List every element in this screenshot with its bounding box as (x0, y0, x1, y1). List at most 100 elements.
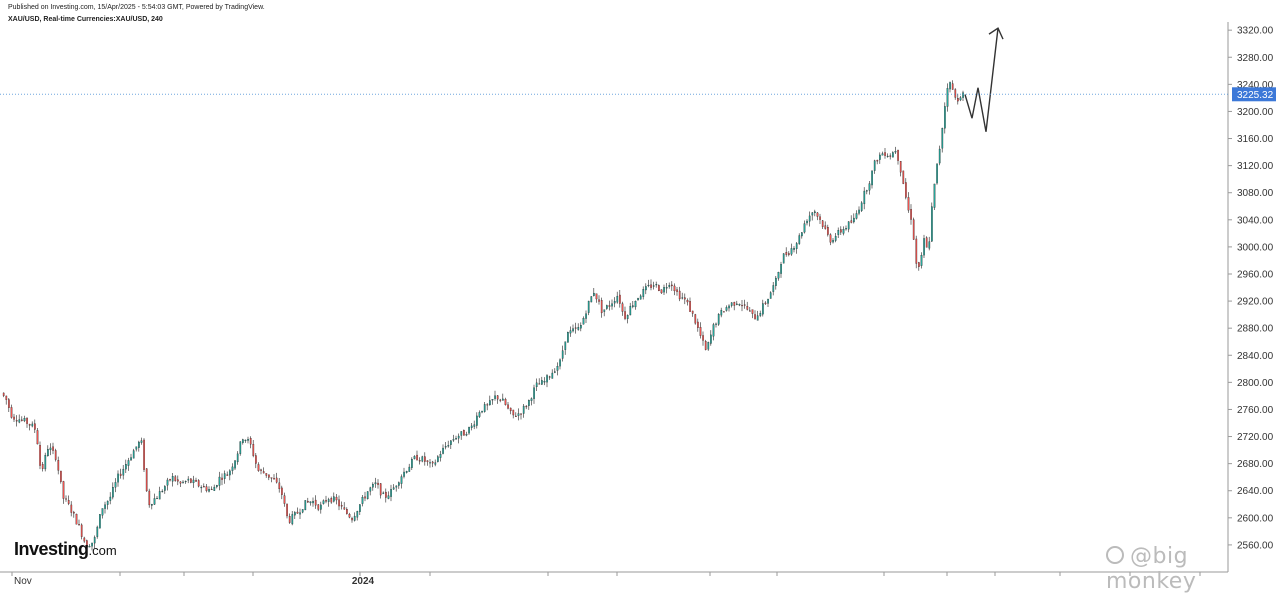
current-price-label: 3225.32 (1237, 90, 1274, 101)
candle-body (759, 313, 762, 316)
candle (200, 485, 203, 493)
candle (138, 440, 140, 452)
candle (286, 503, 288, 519)
candle-body (678, 290, 681, 300)
candle (57, 456, 60, 475)
candle-body (330, 498, 333, 503)
candle (174, 475, 177, 482)
candle-body (525, 406, 528, 408)
candle (153, 493, 156, 505)
candle-body (556, 366, 559, 371)
candle-body (600, 300, 603, 314)
candle-body (554, 371, 556, 373)
candle (125, 459, 127, 474)
candle (486, 402, 489, 411)
candle-body (894, 151, 897, 153)
candle (70, 501, 73, 517)
candle (2, 392, 5, 398)
candle (392, 484, 395, 490)
candle-body (577, 327, 580, 330)
candle-body (907, 197, 910, 211)
candle-body (574, 327, 577, 329)
candle (364, 491, 366, 502)
candle (660, 289, 663, 295)
candle-body (730, 302, 733, 306)
candle-body (184, 480, 187, 483)
candle-body (281, 487, 283, 495)
y-tick-label: 3240.00 (1237, 80, 1274, 91)
candle-body (801, 232, 803, 237)
candle-body (564, 341, 567, 350)
candle-body (850, 220, 853, 223)
candle-body (67, 500, 70, 504)
candle-body (694, 314, 697, 324)
candle-body (99, 514, 101, 529)
candle (941, 127, 944, 153)
y-tick-label: 3200.00 (1237, 107, 1274, 118)
candle (723, 311, 725, 313)
candle-body (8, 399, 10, 408)
candle-body (702, 335, 704, 341)
candle-body (697, 321, 699, 328)
candle (512, 409, 515, 419)
candle-body (559, 359, 561, 367)
candle (684, 293, 686, 305)
candle (738, 303, 741, 307)
candle (405, 470, 408, 474)
candle-body (473, 424, 476, 427)
candle-body (751, 309, 754, 314)
candle-body (608, 305, 611, 307)
candle-body (827, 227, 829, 235)
candle (905, 178, 907, 200)
candle-body (73, 511, 75, 514)
candle-body (179, 481, 182, 484)
candle (593, 288, 595, 297)
candle-body (450, 440, 452, 445)
candle (691, 310, 694, 317)
candle (296, 507, 299, 514)
candle (494, 390, 496, 401)
candle-body (580, 325, 582, 329)
candle (938, 145, 941, 166)
candle (403, 467, 405, 479)
candle (689, 297, 691, 312)
candle-body (733, 301, 736, 306)
candle (551, 369, 554, 379)
candle-body (949, 82, 951, 90)
candle-body (112, 487, 114, 498)
candle (455, 435, 457, 440)
candle (452, 434, 455, 442)
candle (312, 497, 314, 507)
candle (585, 310, 587, 323)
candle (132, 448, 135, 459)
candle (704, 339, 707, 351)
candle-body (853, 217, 855, 223)
candle-body (75, 513, 78, 525)
candle (184, 480, 187, 484)
candle-body (47, 449, 49, 457)
candles (2, 80, 964, 551)
candle (751, 309, 754, 319)
candle (902, 170, 905, 185)
candle-body (385, 491, 387, 498)
candle-body (34, 423, 36, 430)
candle (957, 93, 959, 105)
candle (322, 499, 325, 505)
candle (821, 219, 824, 230)
candle-body (138, 441, 140, 448)
candle (801, 231, 803, 239)
candle-body (431, 461, 434, 464)
candle (819, 213, 821, 225)
candle-body (460, 431, 463, 436)
candle (119, 468, 122, 479)
candle-body (642, 289, 645, 297)
candle-body (333, 496, 335, 502)
candle-body (31, 423, 34, 427)
candle (720, 307, 723, 318)
candle-body (798, 235, 801, 244)
candle (75, 513, 78, 525)
candle-body (806, 220, 808, 224)
candle (468, 426, 470, 435)
candle (270, 477, 273, 483)
